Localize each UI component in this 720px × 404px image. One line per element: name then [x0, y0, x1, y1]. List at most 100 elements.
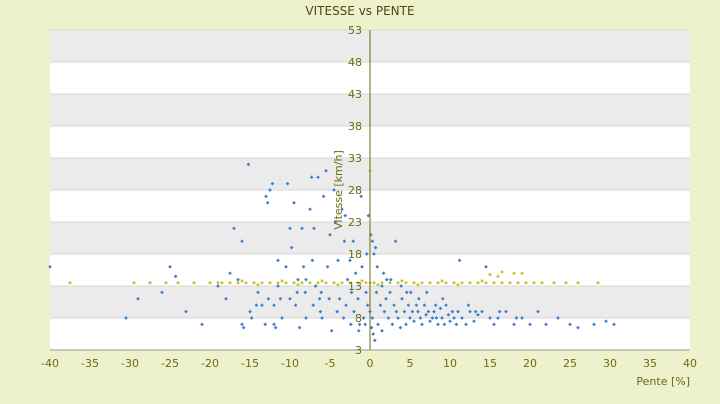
data-point: [468, 280, 472, 285]
data-point: [442, 322, 447, 327]
data-point: [336, 282, 340, 287]
data-point: [576, 280, 580, 285]
data-point: [263, 322, 268, 327]
data-point: [380, 284, 384, 288]
data-point: [450, 309, 455, 314]
data-point: [420, 322, 424, 327]
data-point: [426, 309, 431, 314]
data-point: [300, 226, 304, 231]
data-point: [340, 207, 344, 212]
data-point: [438, 306, 443, 311]
x-tick-label: -15: [241, 357, 259, 370]
data-point: [319, 290, 324, 295]
data-point: [484, 264, 488, 269]
data-point: [364, 290, 368, 295]
data-point: [430, 316, 435, 320]
data-point: [216, 284, 220, 288]
data-point: [360, 279, 364, 283]
data-point: [424, 312, 428, 317]
data-point: [200, 322, 204, 327]
data-point: [220, 280, 224, 285]
x-tick-label: 0: [367, 357, 374, 370]
data-point: [396, 280, 400, 285]
data-point: [381, 271, 386, 276]
data-point: [418, 316, 423, 320]
data-point: [310, 258, 315, 263]
data-point: [208, 280, 212, 285]
data-point: [524, 280, 528, 285]
data-point: [372, 338, 377, 343]
data-point: [422, 303, 427, 308]
data-point: [412, 280, 416, 285]
y-tick-label: 38: [348, 120, 362, 133]
data-point: [308, 280, 312, 285]
data-point: [399, 284, 404, 288]
data-point: [349, 290, 354, 295]
data-point: [325, 264, 330, 269]
data-point: [276, 258, 280, 263]
data-point: [252, 280, 256, 285]
data-point: [333, 220, 338, 224]
data-point: [454, 322, 459, 327]
data-point: [508, 280, 512, 285]
data-point: [400, 296, 404, 301]
data-point: [248, 309, 252, 314]
data-point: [276, 280, 280, 285]
data-point: [359, 194, 364, 199]
data-point: [370, 316, 375, 320]
data-point: [351, 239, 356, 244]
data-point: [246, 162, 251, 167]
data-point: [297, 325, 302, 330]
data-point: [228, 280, 232, 285]
x-tick-label: -35: [81, 357, 99, 370]
data-point: [360, 264, 364, 269]
data-point: [488, 272, 492, 277]
data-point: [356, 328, 361, 333]
data-point: [404, 280, 408, 285]
data-point: [304, 316, 308, 320]
data-point: [512, 271, 516, 276]
data-point: [364, 252, 369, 256]
data-point: [337, 296, 342, 301]
data-point: [452, 280, 456, 285]
data-point: [440, 316, 444, 320]
data-point: [321, 194, 326, 199]
data-point: [288, 296, 292, 301]
data-point: [476, 280, 480, 285]
data-point: [460, 316, 464, 320]
points-layer: [48, 162, 616, 343]
data-point: [388, 280, 392, 285]
data-point: [568, 322, 572, 327]
data-point: [388, 290, 392, 295]
data-point: [335, 309, 340, 314]
data-point: [316, 175, 320, 180]
data-point: [416, 282, 420, 287]
data-point: [375, 264, 380, 269]
data-point: [268, 188, 272, 192]
data-point: [240, 239, 244, 244]
data-point: [318, 309, 323, 314]
data-point: [500, 270, 504, 274]
data-point: [384, 296, 388, 301]
data-point: [420, 280, 424, 285]
data-point: [365, 303, 370, 308]
data-point: [432, 309, 436, 314]
data-point: [544, 322, 548, 327]
data-point: [364, 280, 368, 285]
data-point: [492, 322, 496, 327]
data-point: [504, 309, 508, 314]
y-tick-label: 23: [348, 216, 362, 229]
data-point: [488, 316, 492, 320]
data-point: [254, 303, 259, 308]
data-point: [388, 277, 393, 282]
x-tick-label: 20: [523, 357, 537, 370]
data-point: [348, 280, 352, 285]
data-point: [460, 280, 464, 285]
data-point: [276, 284, 280, 288]
data-point: [265, 200, 270, 205]
data-point: [456, 282, 460, 287]
data-point: [434, 316, 439, 320]
data-point: [596, 280, 600, 285]
data-point: [256, 282, 260, 287]
data-point: [412, 319, 416, 324]
